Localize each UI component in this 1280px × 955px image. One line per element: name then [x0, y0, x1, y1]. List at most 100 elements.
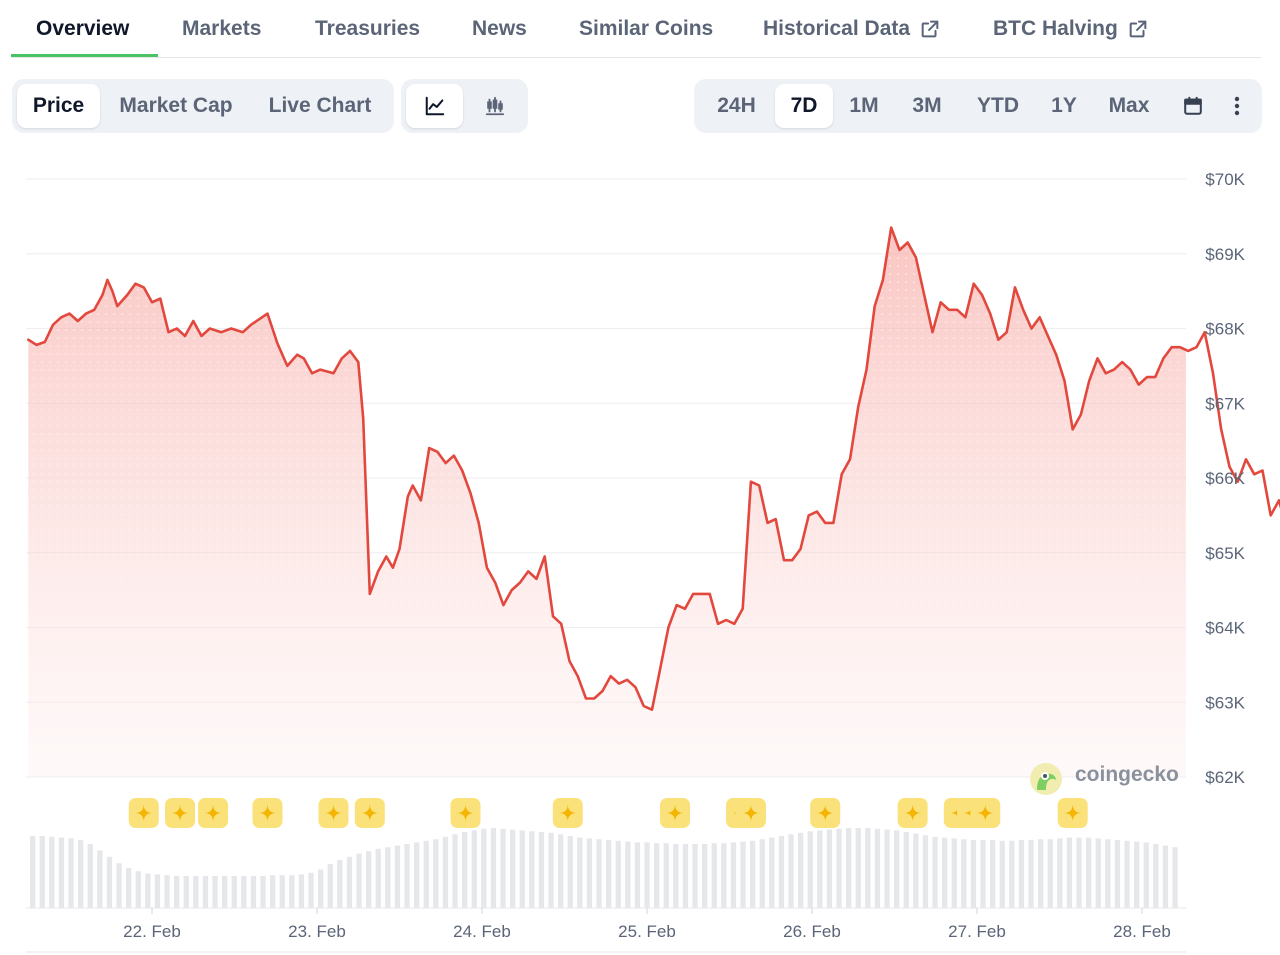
- volume-bar: [807, 831, 813, 908]
- volume-bar: [548, 832, 554, 908]
- volume-bar: [433, 839, 439, 908]
- volume-bar: [289, 875, 295, 908]
- more-options-button[interactable]: [1220, 84, 1254, 128]
- volume-bar: [1047, 839, 1053, 908]
- price-line[interactable]: [27, 226, 1280, 711]
- tab-similar-coins[interactable]: Similar Coins: [579, 17, 714, 40]
- event-marker-badge[interactable]: [552, 798, 583, 828]
- volume-bar: [154, 874, 161, 908]
- volume-bars: [26, 828, 1186, 909]
- sparkle-icon: [171, 804, 190, 822]
- watermark-text: coingecko: [1075, 763, 1179, 786]
- event-marker-badge[interactable]: [165, 798, 196, 828]
- event-marker-badge[interactable]: [128, 798, 159, 828]
- volume-bar: [519, 830, 525, 908]
- volume-bar: [884, 829, 890, 908]
- x-tick-label: 24. Feb: [453, 922, 511, 941]
- event-marker-badge[interactable]: [897, 798, 928, 828]
- volume-bar: [231, 876, 237, 908]
- volume-bar: [394, 845, 401, 908]
- volume-bar: [606, 840, 612, 908]
- volume-bar: [1066, 837, 1073, 908]
- volume-bar: [798, 832, 804, 908]
- volume-bar: [404, 844, 410, 908]
- event-marker-badge[interactable]: [354, 798, 385, 828]
- volume-bar: [423, 840, 429, 908]
- volume-bar: [778, 836, 785, 908]
- tab-historical-data[interactable]: Historical Data: [763, 0, 941, 58]
- volume-bar: [1076, 837, 1082, 908]
- market-cap-tab-button[interactable]: Market Cap: [119, 94, 233, 117]
- volume-bar: [826, 829, 833, 908]
- event-marker-badge[interactable]: [252, 798, 283, 828]
- price-chart[interactable]: $62K $63K $64K $65K $66K $67K $68K $69K $70K 22.…: [0, 140, 1280, 955]
- live-chart-tab-button[interactable]: Live Chart: [268, 94, 372, 117]
- tab-btc-halving[interactable]: BTC Halving: [993, 0, 1149, 58]
- volume-bar: [1057, 838, 1063, 908]
- volume-bar: [961, 839, 967, 908]
- volume-bar: [462, 832, 468, 908]
- volume-bar: [711, 843, 717, 908]
- y-tick-label: $65K: [1205, 544, 1245, 563]
- sparkle-icon: [324, 804, 343, 822]
- volume-bar: [270, 875, 276, 908]
- sparkle-icon: [816, 804, 835, 822]
- volume-bar: [145, 873, 151, 908]
- volume-bar: [260, 876, 266, 908]
- candlestick-chart-button[interactable]: [467, 84, 523, 128]
- event-marker-badge[interactable]: [735, 798, 766, 828]
- volume-bar: [769, 837, 775, 908]
- event-marker-badge[interactable]: [450, 798, 481, 828]
- sparkle-icon: [134, 804, 153, 822]
- range-1y-button[interactable]: 1Y: [1051, 94, 1077, 117]
- chart-style-selector: [401, 79, 528, 133]
- event-marker-badge[interactable]: [318, 798, 349, 828]
- metric-selector: Price Market Cap Live Chart: [12, 79, 394, 133]
- event-marker-badge[interactable]: [660, 798, 691, 828]
- event-marker-badge[interactable]: [1057, 798, 1088, 828]
- range-1m-button[interactable]: 1M: [849, 94, 879, 117]
- event-marker-badge[interactable]: [970, 798, 1001, 828]
- volume-bar: [855, 828, 861, 908]
- volume-bar: [1028, 840, 1034, 908]
- range-ytd-button[interactable]: YTD: [977, 94, 1019, 117]
- volume-bar: [894, 830, 900, 908]
- x-tick-label: 27. Feb: [948, 922, 1006, 941]
- y-tick-label: $64K: [1205, 619, 1245, 638]
- range-max-button[interactable]: Max: [1108, 94, 1150, 117]
- volume-bar: [222, 876, 228, 908]
- volume-bar: [625, 841, 631, 908]
- volume-bar: [846, 828, 852, 908]
- range-7d-button[interactable]: 7D: [775, 84, 833, 128]
- range-24h-button[interactable]: 24H: [717, 94, 756, 117]
- tab-treasuries[interactable]: Treasuries: [315, 17, 421, 40]
- volume-bar: [730, 842, 737, 908]
- volume-bar: [298, 874, 305, 908]
- volume-bar: [951, 838, 957, 908]
- coingecko-logo-icon: [1030, 763, 1062, 795]
- volume-bar: [1153, 844, 1159, 908]
- y-tick-label: $68K: [1205, 320, 1245, 339]
- volume-bar: [58, 837, 65, 908]
- y-tick-label: $66K: [1205, 469, 1245, 488]
- volume-bar: [1134, 841, 1140, 908]
- y-tick-label: $62K: [1205, 768, 1245, 787]
- tab-markets[interactable]: Markets: [182, 17, 262, 40]
- range-3m-button[interactable]: 3M: [912, 94, 942, 117]
- event-marker-badge[interactable]: [198, 798, 229, 828]
- x-axis-labels: 22. Feb 23. Feb 24. Feb 25. Feb 26. Feb 27. F…: [26, 908, 1186, 953]
- line-chart-button[interactable]: [406, 84, 463, 128]
- volume-bar: [567, 836, 573, 908]
- external-link-icon: [1129, 20, 1147, 38]
- date-picker-button[interactable]: [1172, 84, 1214, 128]
- price-tab-button[interactable]: Price: [17, 84, 100, 128]
- event-marker-badge[interactable]: [810, 798, 841, 828]
- x-tick-label: 28. Feb: [1113, 922, 1171, 941]
- volume-bar: [644, 842, 650, 908]
- volume-bar: [586, 838, 593, 908]
- volume-bar: [692, 844, 698, 908]
- x-tick-label: 23. Feb: [288, 922, 346, 941]
- tab-news[interactable]: News: [472, 17, 527, 40]
- volume-bar: [1086, 837, 1092, 908]
- tab-overview[interactable]: Overview: [36, 17, 130, 40]
